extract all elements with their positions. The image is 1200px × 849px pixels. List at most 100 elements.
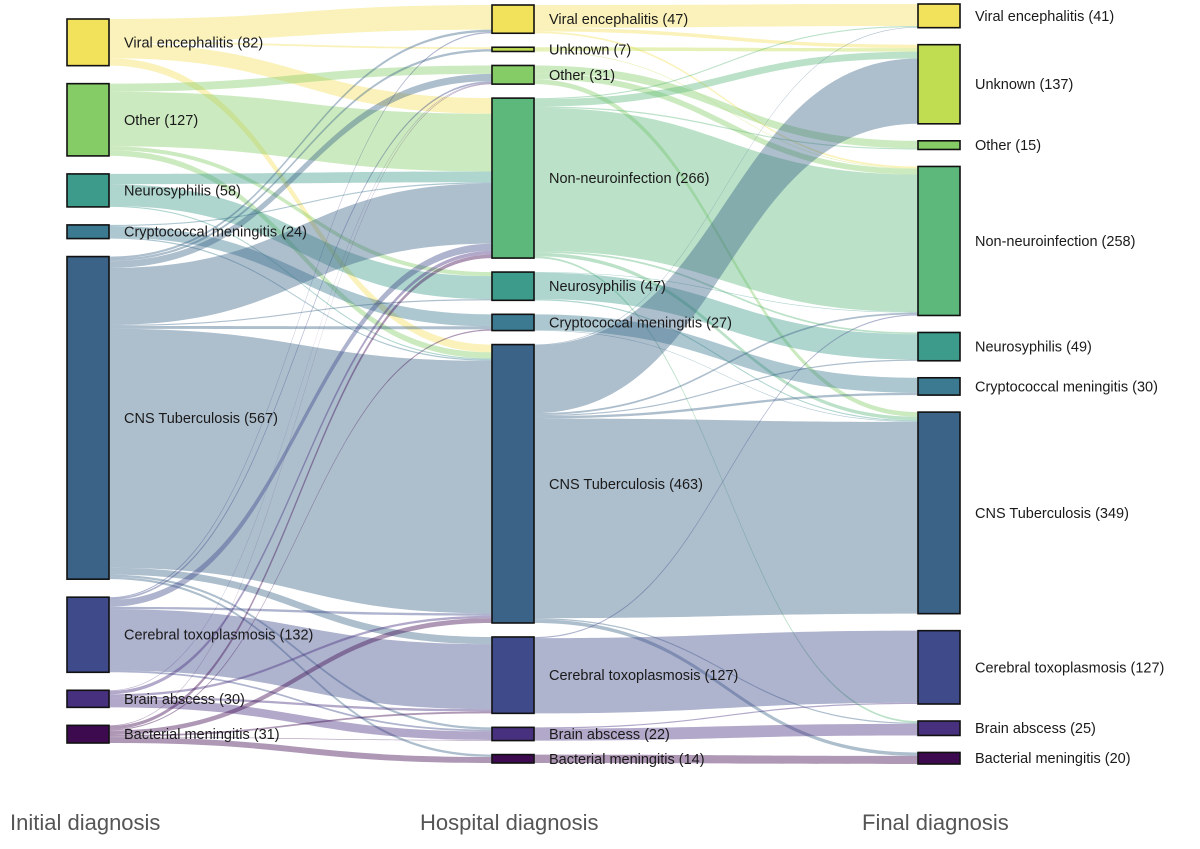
node-label-initial-bacterial-meningitis: Bacterial meningitis (31) xyxy=(124,727,280,743)
flow-initial-hospital-viral-encephalitis-to-viral-encephalitis xyxy=(109,5,492,42)
flow-initial-hospital-bacterial-meningitis-to-cryptococcal-meningitis xyxy=(109,329,492,731)
node-label-final-cryptococcal-meningitis: Cryptococcal meningitis (30) xyxy=(975,379,1158,395)
node-hospital-non-neuroinfection xyxy=(491,97,535,259)
node-label-hospital-non-neuroinfection: Non-neuroinfection (266) xyxy=(549,171,709,187)
node-layer xyxy=(66,3,961,765)
node-label-final-other: Other (15) xyxy=(975,138,1041,154)
node-label-hospital-viral-encephalitis: Viral encephalitis (47) xyxy=(549,12,688,28)
node-label-final-bacterial-meningitis: Bacterial meningitis (20) xyxy=(975,751,1131,767)
node-initial-cerebral-toxoplasmosis xyxy=(66,596,110,674)
flow-hospital-final-cryptococcal-meningitis-to-cns-tuberculosis xyxy=(534,329,918,422)
node-label-initial-other: Other (127) xyxy=(124,113,198,129)
flow-initial-hospital-cns-tuberculosis-to-cns-tuberculosis xyxy=(109,328,492,614)
flow-initial-hospital-brain-abscess-to-cerebral-toxoplasmosis xyxy=(109,696,492,712)
node-final-cerebral-toxoplasmosis xyxy=(917,629,961,705)
node-initial-neurosyphilis xyxy=(66,173,110,208)
flow-hospital-final-bacterial-meningitis-to-bacterial-meningitis xyxy=(534,754,918,764)
flow-initial-hospital-bacterial-meningitis-to-brain-abscess xyxy=(109,736,492,741)
node-label-hospital-bacterial-meningitis: Bacterial meningitis (14) xyxy=(549,752,705,768)
flow-initial-hospital-neurosyphilis-to-cns-tuberculosis xyxy=(109,205,492,360)
flow-hospital-final-unknown-to-unknown xyxy=(534,47,918,52)
flow-initial-hospital-viral-encephalitis-to-non-neuroinfection xyxy=(109,43,492,114)
flow-initial-hospital-cerebral-toxoplasmosis-to-other xyxy=(109,81,492,601)
node-final-cryptococcal-meningitis xyxy=(917,376,961,396)
node-final-viral-encephalitis xyxy=(917,3,961,29)
node-label-hospital-cerebral-toxoplasmosis: Cerebral toxoplasmosis (127) xyxy=(549,668,738,684)
node-label-final-cns-tuberculosis: CNS Tuberculosis (349) xyxy=(975,506,1129,522)
flow-initial-hospital-neurosyphilis-to-neurosyphilis xyxy=(109,184,492,300)
flow-hospital-final-non-neuroinfection-to-brain-abscess xyxy=(534,256,918,723)
flow-initial-hospital-cryptococcal-meningitis-to-cns-tuberculosis xyxy=(109,237,492,361)
node-label-hospital-cryptococcal-meningitis: Cryptococcal meningitis (27) xyxy=(549,315,732,331)
flow-initial-hospital-bacterial-meningitis-to-non-neuroinfection xyxy=(109,254,492,730)
flow-hospital-final-neurosyphilis-to-neurosyphilis xyxy=(534,272,918,360)
node-label-final-non-neuroinfection: Non-neuroinfection (258) xyxy=(975,234,1135,250)
flow-initial-hospital-viral-encephalitis-to-unknown xyxy=(109,41,492,50)
node-hospital-cns-tuberculosis xyxy=(491,343,535,624)
node-initial-cryptococcal-meningitis xyxy=(66,224,110,240)
flow-initial-hospital-other-to-neurosyphilis xyxy=(109,146,492,277)
label-layer: Viral encephalitis (82) Other (127) Neuros… xyxy=(124,9,1164,768)
stage-axis: Initial diagnosis Hospital diagnosis Fin… xyxy=(10,810,1009,835)
stage-label-initial: Initial diagnosis xyxy=(10,810,160,835)
node-hospital-cerebral-toxoplasmosis xyxy=(491,636,535,715)
node-final-bacterial-meningitis xyxy=(917,751,961,765)
node-final-other xyxy=(917,140,961,151)
flow-initial-hospital-brain-abscess-to-non-neuroinfection xyxy=(109,250,492,695)
flow-hospital-final-brain-abscess-to-cerebral-toxoplasmosis xyxy=(534,702,918,729)
flow-hospital-final-viral-encephalitis-to-unknown xyxy=(534,27,918,49)
node-label-final-unknown: Unknown (137) xyxy=(975,77,1073,93)
flow-initial-hospital-cns-tuberculosis-to-brain-abscess xyxy=(109,574,492,730)
node-label-initial-neurosyphilis: Neurosyphilis (58) xyxy=(124,183,241,199)
flow-initial-hospital-other-to-non-neuroinfection xyxy=(109,91,492,172)
flow-hospital-final-other-to-cns-tuberculosis xyxy=(534,79,918,417)
flow-hospital-final-non-neuroinfection-to-unknown xyxy=(534,51,918,107)
node-label-hospital-cns-tuberculosis: CNS Tuberculosis (463) xyxy=(549,477,703,493)
flow-initial-hospital-cns-tuberculosis-to-cerebral-toxoplasmosis xyxy=(109,567,492,645)
node-label-initial-viral-encephalitis: Viral encephalitis (82) xyxy=(124,35,263,51)
flow-initial-hospital-bacterial-meningitis-to-bacterial-meningitis xyxy=(109,737,492,763)
flow-initial-hospital-bacterial-meningitis-to-cerebral-toxoplasmosis xyxy=(109,711,492,737)
flow-initial-hospital-cerebral-toxoplasmosis-to-brain-abscess xyxy=(109,670,492,732)
flow-initial-hospital-viral-encephalitis-to-cns-tuberculosis xyxy=(109,58,492,353)
flow-hospital-final-neurosyphilis-to-non-neuroinfection xyxy=(534,272,918,313)
flow-initial-hospital-cerebral-toxoplasmosis-to-cerebral-toxoplasmosis xyxy=(109,609,492,710)
flow-hospital-final-other-to-other xyxy=(534,65,918,149)
flow-hospital-final-non-neuroinfection-to-neurosyphilis xyxy=(534,250,918,335)
node-initial-other xyxy=(66,82,110,157)
node-hospital-bacterial-meningitis xyxy=(491,753,535,764)
flow-initial-hospital-bacterial-meningitis-to-other xyxy=(109,83,492,726)
flow-initial-hospital-cryptococcal-meningitis-to-cryptococcal-meningitis xyxy=(109,226,492,327)
flow-hospital-final-cns-tuberculosis-to-unknown xyxy=(534,58,918,414)
flow-hospital-final-cerebral-toxoplasmosis-to-non-neuroinfection xyxy=(534,314,918,639)
node-hospital-cryptococcal-meningitis xyxy=(491,313,535,332)
flow-hospital-final-viral-encephalitis-to-non-neuroinfection xyxy=(534,31,918,169)
node-label-final-viral-encephalitis: Viral encephalitis (41) xyxy=(975,9,1114,25)
node-label-initial-brain-abscess: Brain abscess (30) xyxy=(124,692,245,708)
node-hospital-unknown xyxy=(491,46,535,53)
node-final-neurosyphilis xyxy=(917,331,961,362)
node-final-cns-tuberculosis xyxy=(917,411,961,615)
node-label-initial-cerebral-toxoplasmosis: Cerebral toxoplasmosis (132) xyxy=(124,628,313,644)
node-final-brain-abscess xyxy=(917,720,961,737)
flow-hospital-final-cns-tuberculosis-to-cryptococcal-meningitis xyxy=(534,392,918,419)
flow-initial-hospital-cns-tuberculosis-to-bacterial-meningitis xyxy=(109,576,492,757)
flow-hospital-final-other-to-non-neuroinfection xyxy=(534,73,918,175)
flow-hospital-final-cns-tuberculosis-to-non-neuroinfection xyxy=(534,312,918,415)
flow-initial-hospital-cryptococcal-meningitis-to-non-neuroinfection xyxy=(109,182,492,227)
flow-initial-hospital-cns-tuberculosis-to-non-neuroinfection xyxy=(109,183,492,325)
flow-hospital-final-cns-tuberculosis-to-bacterial-meningitis xyxy=(534,619,918,756)
node-label-hospital-unknown: Unknown (7) xyxy=(549,42,631,58)
flow-initial-hospital-brain-abscess-to-cns-tuberculosis xyxy=(109,615,492,697)
flow-hospital-final-brain-abscess-to-brain-abscess xyxy=(534,723,918,741)
flow-initial-hospital-neurosyphilis-to-non-neuroinfection xyxy=(109,171,492,185)
flow-hospital-final-cryptococcal-meningitis-to-cryptococcal-meningitis xyxy=(534,314,918,393)
flow-hospital-final-unknown-to-non-neuroinfection xyxy=(534,50,918,169)
node-initial-cns-tuberculosis xyxy=(66,255,110,580)
node-initial-viral-encephalitis xyxy=(66,18,110,67)
flow-layer xyxy=(109,4,918,764)
flow-initial-hospital-brain-abscess-to-brain-abscess xyxy=(109,698,492,741)
flow-initial-hospital-cns-tuberculosis-to-viral-encephalitis xyxy=(109,29,492,259)
flow-initial-hospital-cns-tuberculosis-to-other xyxy=(109,73,492,268)
